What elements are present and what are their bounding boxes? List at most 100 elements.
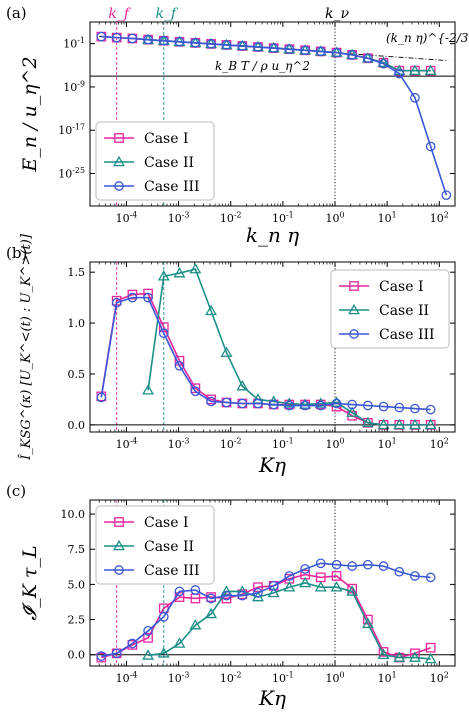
panel-3: 10-4 10-3 10-2 10-1 100 101 102 0.0 2.5 5.0 7.5 10.… [6, 482, 456, 710]
axes-frame [89, 261, 456, 433]
series-line-3 [101, 562, 431, 657]
data-point-s2-12 [330, 581, 343, 592]
panel-label: (a) [6, 4, 27, 22]
data-point-s1-21 [425, 642, 436, 653]
x-axis-label: k_n η [246, 223, 299, 247]
legend-label-2: Case II [144, 539, 194, 555]
x-tick-label-6: 102 [430, 670, 449, 685]
data-point-s3-11 [268, 580, 279, 591]
data-point-s3-19 [394, 566, 405, 577]
data-point-s2-1 [157, 270, 170, 281]
data-point-s3-1 [111, 297, 122, 308]
data-point-s2-10 [299, 576, 312, 588]
data-point-s3-2 [127, 292, 138, 303]
data-point-s3-8 [221, 397, 232, 408]
data-point-s3-14 [315, 46, 326, 57]
data-point-s3-5 [174, 360, 185, 371]
data-point-s2-4 [205, 304, 218, 316]
data-point-s3-16 [347, 561, 357, 571]
data-point-s2-17 [408, 651, 421, 662]
legend-label-1: Case I [379, 279, 424, 295]
powerlaw-label: (k_n η)^{-2/3} [386, 31, 469, 45]
series-group [96, 262, 437, 430]
legend-box [95, 121, 215, 201]
powerlaw-line [99, 36, 449, 62]
data-point-s3-7 [206, 593, 216, 604]
x-tick-label-3: 10-1 [272, 436, 294, 451]
legend-marker-1 [114, 133, 124, 143]
legend-marker-3 [114, 181, 124, 191]
x-tick-label-2: 10-2 [220, 670, 242, 685]
data-point-s3-3 [143, 625, 153, 636]
data-point-s3-13 [300, 400, 310, 411]
data-point-s2-18 [424, 652, 437, 664]
legend-marker-1 [114, 517, 124, 527]
data-point-s2-6 [236, 380, 249, 391]
y-tick-label-2: 1.0 [68, 317, 86, 330]
series-line-3 [100, 296, 431, 411]
data-point-s2-11 [314, 581, 327, 592]
x-tick-label-0: 10-4 [116, 436, 138, 451]
legend-marker-2 [348, 303, 360, 315]
series-line-1 [101, 573, 431, 659]
vline-label-2: k_ν [325, 6, 349, 22]
y-tick-label-3: 10-1 [63, 36, 85, 51]
data-point-s2-10 [299, 398, 312, 409]
panel-label: (c) [6, 482, 26, 500]
data-point-s3-10 [253, 587, 263, 598]
data-point-s2-9 [283, 397, 296, 408]
data-point-s2-17 [408, 64, 421, 75]
data-point-s2-3 [189, 262, 202, 274]
data-point-s3-22 [441, 190, 452, 201]
data-point-s3-6 [190, 585, 201, 595]
data-point-s2-17 [408, 418, 421, 430]
legend-marker-1 [349, 281, 359, 291]
y-tick-label-0: 0.0 [68, 419, 86, 432]
data-point-s2-3 [189, 619, 202, 630]
panel-label: (b) [6, 244, 27, 262]
data-point-s3-9 [237, 41, 248, 51]
data-point-s2-13 [346, 585, 359, 596]
data-point-s3-11 [268, 399, 279, 410]
data-point-s3-16 [347, 399, 357, 410]
legend-marker-3 [114, 565, 124, 575]
data-point-s2-2 [173, 637, 186, 648]
data-point-s3-16 [347, 50, 357, 60]
legend: Case I Case II Case III [330, 269, 450, 349]
y-tick-label-4: 10.0 [61, 508, 86, 521]
data-point-s3-8 [221, 40, 232, 50]
panel-1: k_f k_f k_ν k_B T / ρ u_η^2 (k_n η)^{-2/3} 10… [6, 4, 469, 247]
data-point-s3-7 [206, 396, 216, 407]
legend-marker-3 [349, 329, 359, 339]
y-tick-label-1: 2.5 [68, 614, 86, 627]
x-tick-label-6: 102 [430, 436, 449, 451]
data-point-s3-21 [425, 141, 436, 152]
data-point-s2-2 [173, 267, 186, 278]
axes-frame [89, 21, 456, 207]
data-point-s2-14 [361, 416, 374, 428]
data-point-s1-15 [331, 571, 342, 581]
y-tick-label-0: 10-25 [58, 166, 85, 181]
data-point-s3-15 [331, 47, 342, 58]
y-tick-label-3: 1.5 [68, 266, 86, 279]
data-point-s3-12 [284, 44, 295, 55]
x-tick-label-4: 100 [326, 210, 345, 225]
data-point-s2-15 [377, 648, 390, 660]
data-point-s3-5 [174, 36, 185, 47]
panel-2: 10-4 10-3 10-2 10-1 100 101 102 0.0 0.5 1.0 1.5 (b)… [6, 233, 456, 477]
x-tick-label-5: 101 [378, 670, 397, 685]
vline-label-1: k_f [155, 6, 178, 22]
legend-box [95, 505, 215, 585]
data-point-s3-1 [111, 648, 122, 659]
data-point-s2-4 [205, 607, 218, 619]
y-tick-label-3: 7.5 [68, 543, 86, 556]
data-point-s2-16 [393, 651, 406, 662]
data-point-s3-4 [158, 328, 169, 339]
data-point-s2-1 [157, 647, 170, 658]
series-group [96, 558, 437, 664]
data-point-s2-11 [314, 397, 327, 408]
data-point-s3-17 [363, 400, 373, 411]
data-point-s2-18 [424, 418, 437, 430]
data-point-s3-15 [331, 398, 342, 409]
legend-box [330, 269, 450, 349]
